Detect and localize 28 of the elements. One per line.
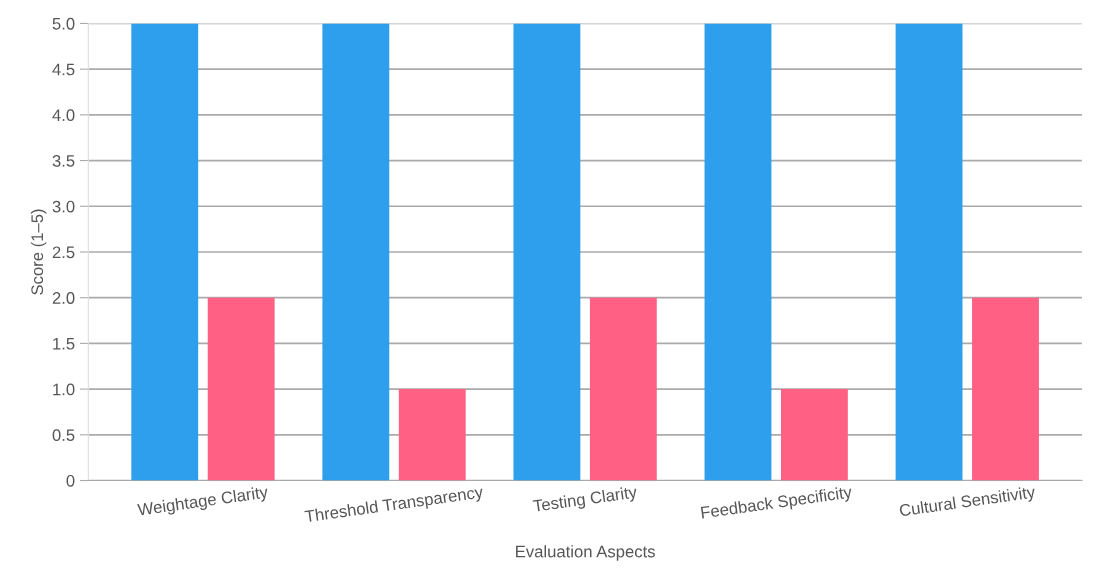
y-tick-label: 5.0: [52, 17, 75, 30]
y-tick-label: 0.5: [52, 429, 75, 442]
bar: [780, 389, 848, 481]
x-tick-label: Feedback Specificity: [700, 485, 853, 522]
y-axis-title: Score (1–5): [30, 209, 47, 295]
y-tick-label: 2.0: [52, 292, 75, 304]
x-tick-label: Weightage Clarity: [136, 485, 269, 520]
y-tick-label: 3.5: [52, 154, 75, 167]
y-tick-label: 4.5: [52, 63, 75, 76]
bar: [513, 23, 581, 481]
y-tick-label: 0: [66, 474, 75, 487]
y-tick-label: 2.5: [52, 246, 75, 259]
bar: [322, 23, 390, 481]
x-tick-label: Threshold Transparency: [304, 485, 485, 526]
y-tick-label: 1.5: [53, 337, 75, 350]
x-tick-label: Cultural Sensitivity: [899, 485, 1037, 520]
bar: [207, 297, 275, 481]
bar: [589, 297, 657, 481]
y-tick-label: 1.0: [53, 383, 75, 396]
bar: [972, 297, 1039, 481]
bar: [398, 389, 466, 481]
bar: [704, 23, 772, 481]
y-tick-label: 4.0: [52, 109, 75, 122]
bar: [895, 23, 963, 481]
y-tick-label: 3.0: [52, 200, 75, 213]
x-tick-label: Testing Clarity: [532, 485, 638, 516]
x-axis-title: Evaluation Aspects: [516, 545, 655, 561]
bar: [131, 23, 199, 481]
